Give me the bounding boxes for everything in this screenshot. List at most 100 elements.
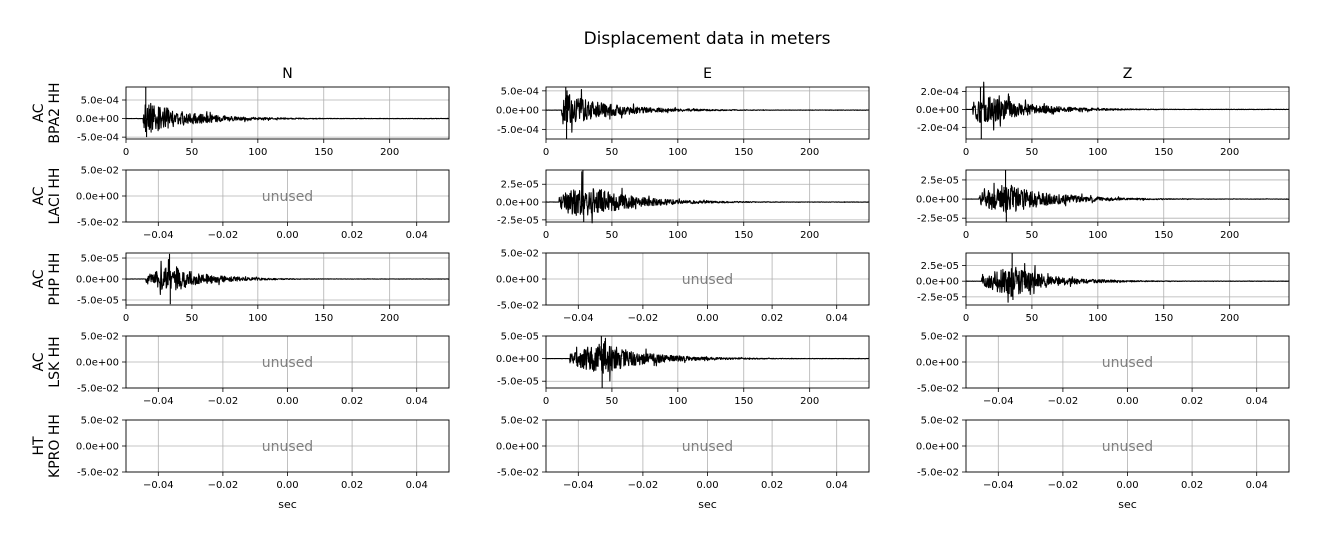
x-tick-label: 100 [668, 230, 687, 241]
y-tick-label: -5.0e-05 [77, 295, 119, 306]
y-tick-label: 5.0e-02 [501, 249, 539, 260]
y-tick-label: 2.5e-05 [921, 175, 959, 186]
x-tick-label: 50 [1026, 147, 1039, 158]
x-tick-label: 0.02 [761, 480, 783, 491]
x-tick-label: −0.02 [208, 396, 239, 407]
panel: 5.0e-05 0.0e+00 -5.0e-05 0 50 100 150 200 [496, 332, 870, 407]
y-tick-label: 0.0e+00 [916, 358, 959, 369]
y-tick-label: -5.0e-02 [497, 468, 539, 479]
panel: unused 5.0e-02 0.0e+00 -5.0e-02 −0.04 −0.02 0.… [76, 332, 450, 407]
axes-frame [545, 335, 870, 389]
x-axis-label: sec [698, 498, 717, 511]
y-tick-label: -5.0e-04 [497, 125, 539, 136]
y-tick-label: 0.0e+00 [496, 275, 539, 286]
x-tick-label: 0.02 [761, 313, 783, 324]
x-tick-label: 0.04 [406, 396, 428, 407]
x-tick-label: −0.04 [563, 480, 594, 491]
x-tick-label: 200 [800, 147, 819, 158]
x-tick-label: 0 [123, 313, 129, 324]
row-label-station: PHP HH [47, 253, 63, 306]
axes-frame [125, 86, 450, 140]
y-tick-label: 0.0e+00 [916, 442, 959, 453]
x-tick-label: 50 [186, 147, 199, 158]
row-label-network: AC [31, 186, 47, 205]
y-tick-label: 5.0e-04 [81, 96, 119, 107]
y-tick-label: 0.0e+00 [76, 275, 119, 286]
unused-label: unused [1102, 439, 1153, 455]
x-tick-label: 0.00 [1116, 480, 1138, 491]
x-tick-label: 0 [543, 147, 549, 158]
y-tick-label: 5.0e-02 [81, 416, 119, 427]
x-tick-label: 0 [543, 230, 549, 241]
row-label-network: AC [31, 352, 47, 371]
panel: unused 5.0e-02 0.0e+00 -5.0e-02 −0.04 −0.02 0.… [76, 416, 450, 511]
x-tick-label: 100 [668, 396, 687, 407]
x-tick-label: 0.02 [1181, 396, 1203, 407]
x-tick-label: −0.02 [1048, 480, 1079, 491]
panel: 5.0e-04 0.0e+00 -5.0e-04 0 50 100 150 200 [496, 86, 870, 158]
row-label-network: AC [31, 269, 47, 288]
y-tick-label: -2.0e-04 [917, 123, 959, 134]
x-tick-label: 150 [1154, 230, 1173, 241]
y-tick-label: -5.0e-02 [917, 468, 959, 479]
row-label-station: LSK HH [47, 336, 63, 387]
panel: 2.0e-04 0.0e+00 -2.0e-04 0 50 100 150 200 [916, 81, 1290, 158]
x-tick-label: 200 [1220, 230, 1239, 241]
unused-label: unused [682, 272, 733, 288]
y-tick-label: 2.5e-05 [501, 180, 539, 191]
axes-frame [545, 169, 870, 223]
x-tick-label: 0 [963, 147, 969, 158]
column-title-z: Z [1123, 66, 1133, 82]
panel: 5.0e-04 0.0e+00 -5.0e-04 0 50 100 150 200 [76, 86, 450, 158]
row-label-station: LACI HH [47, 168, 63, 225]
x-tick-label: 200 [380, 147, 399, 158]
x-tick-label: 0 [963, 313, 969, 324]
panel: unused 5.0e-02 0.0e+00 -5.0e-02 −0.04 −0.02 0.… [496, 416, 870, 511]
waveform-trace [965, 81, 1289, 131]
x-tick-label: 0.04 [406, 230, 428, 241]
y-tick-label: -5.0e-02 [497, 301, 539, 312]
y-tick-label: -5.0e-02 [77, 468, 119, 479]
panel: 2.5e-05 0.0e+00 -2.5e-05 0 50 100 150 200 [916, 252, 1290, 324]
x-tick-label: 0 [123, 147, 129, 158]
panel: unused 5.0e-02 0.0e+00 -5.0e-02 −0.04 −0.02 0.… [916, 332, 1290, 407]
panel: 5.0e-05 0.0e+00 -5.0e-05 0 50 100 150 200 [76, 252, 450, 324]
unused-label: unused [262, 355, 313, 371]
y-tick-label: -2.5e-05 [497, 215, 539, 226]
x-tick-label: 200 [800, 396, 819, 407]
x-tick-label: −0.02 [628, 480, 659, 491]
x-tick-label: 0.00 [276, 396, 298, 407]
x-tick-label: 0 [963, 230, 969, 241]
y-tick-label: 0.0e+00 [76, 358, 119, 369]
column-title-e: E [703, 66, 712, 82]
x-tick-label: 0.00 [276, 230, 298, 241]
x-tick-label: 0.02 [1181, 480, 1203, 491]
x-axis-label: sec [1118, 498, 1137, 511]
axes-frame [965, 86, 1290, 140]
y-tick-label: 5.0e-02 [81, 166, 119, 177]
y-tick-label: 5.0e-02 [921, 416, 959, 427]
y-tick-label: 5.0e-04 [501, 86, 539, 97]
y-tick-label: 0.0e+00 [76, 114, 119, 125]
x-tick-label: −0.04 [143, 396, 174, 407]
unused-label: unused [262, 189, 313, 205]
waveform-trace [545, 89, 869, 133]
x-tick-label: 200 [800, 230, 819, 241]
x-tick-label: −0.04 [143, 230, 174, 241]
x-tick-label: −0.04 [563, 313, 594, 324]
waveform-trace [125, 258, 449, 296]
row-label: AC LACI HH [31, 168, 63, 225]
y-tick-label: 0.0e+00 [916, 105, 959, 116]
x-tick-label: 50 [186, 313, 199, 324]
y-tick-label: -2.5e-05 [917, 214, 959, 225]
x-tick-label: 0.02 [341, 480, 363, 491]
y-tick-label: 5.0e-02 [921, 332, 959, 343]
x-tick-label: 50 [606, 147, 619, 158]
row-label-station: KPRO HH [47, 414, 63, 478]
row-label: AC PHP HH [31, 253, 63, 306]
x-tick-label: 0.04 [1246, 480, 1268, 491]
x-tick-label: 50 [1026, 230, 1039, 241]
x-tick-label: 0.04 [406, 480, 428, 491]
y-tick-label: 2.0e-04 [921, 87, 959, 98]
y-tick-label: 0.0e+00 [76, 192, 119, 203]
